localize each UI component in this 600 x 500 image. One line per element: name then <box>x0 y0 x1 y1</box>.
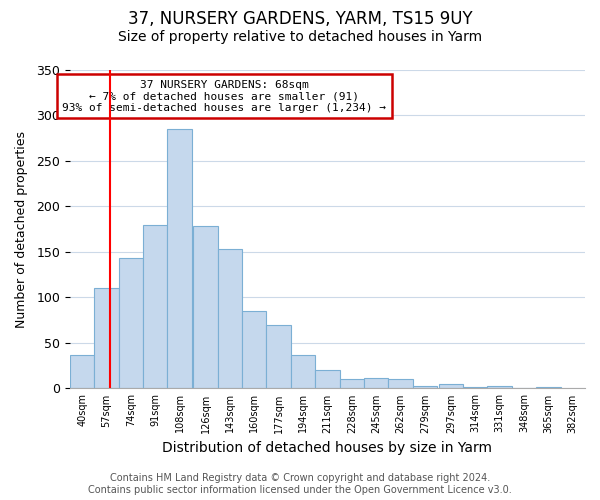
Text: Contains HM Land Registry data © Crown copyright and database right 2024.
Contai: Contains HM Land Registry data © Crown c… <box>88 474 512 495</box>
Bar <box>193 226 218 388</box>
Bar <box>439 384 463 388</box>
X-axis label: Distribution of detached houses by size in Yarm: Distribution of detached houses by size … <box>163 441 493 455</box>
Bar <box>70 355 94 388</box>
Bar <box>218 249 242 388</box>
Bar <box>413 386 437 388</box>
Bar <box>291 355 315 388</box>
Text: 37 NURSERY GARDENS: 68sqm
← 7% of detached houses are smaller (91)
93% of semi-d: 37 NURSERY GARDENS: 68sqm ← 7% of detach… <box>62 80 386 113</box>
Bar <box>315 370 340 388</box>
Y-axis label: Number of detached properties: Number of detached properties <box>15 130 28 328</box>
Text: Size of property relative to detached houses in Yarm: Size of property relative to detached ho… <box>118 30 482 44</box>
Bar <box>242 311 266 388</box>
Bar <box>143 224 167 388</box>
Bar <box>388 380 413 388</box>
Bar <box>119 258 143 388</box>
Bar <box>364 378 388 388</box>
Bar <box>167 129 192 388</box>
Bar <box>340 380 364 388</box>
Bar <box>536 386 560 388</box>
Bar <box>463 386 487 388</box>
Bar <box>266 324 291 388</box>
Bar <box>487 386 512 388</box>
Text: 37, NURSERY GARDENS, YARM, TS15 9UY: 37, NURSERY GARDENS, YARM, TS15 9UY <box>128 10 472 28</box>
Bar <box>94 288 119 388</box>
